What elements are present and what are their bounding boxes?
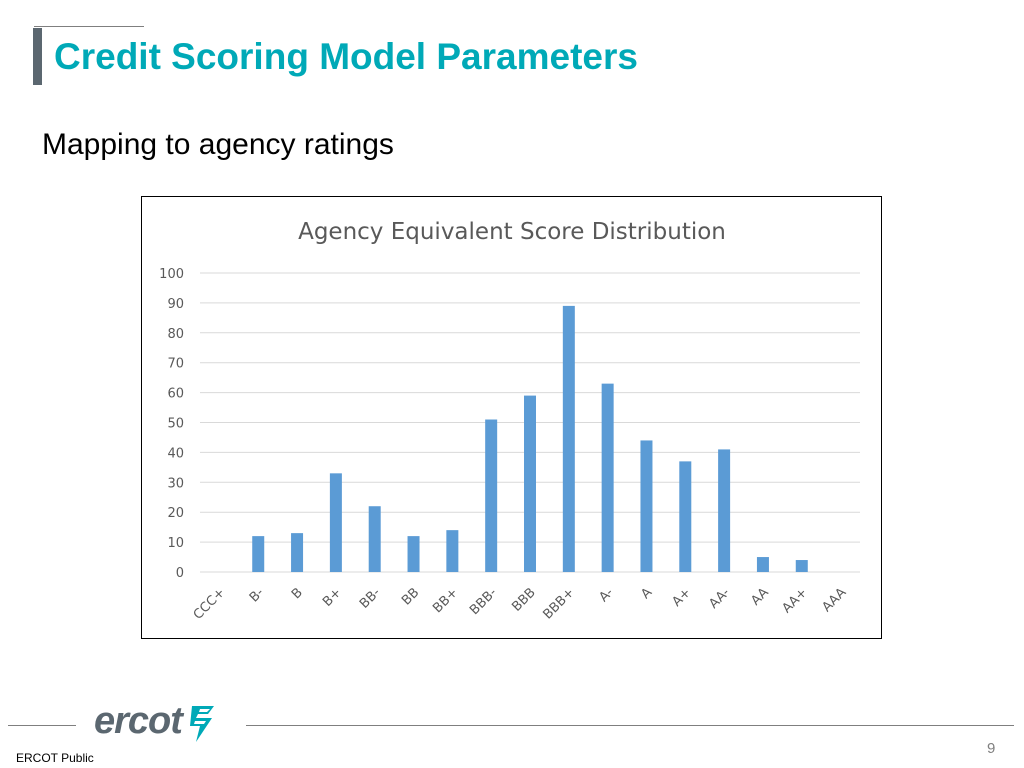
chart-frame: Agency Equivalent Score Distribution 0 10… [141, 196, 882, 639]
bar-AA+ [795, 560, 808, 572]
bar-B [291, 533, 304, 572]
bar-A+ [679, 461, 692, 572]
x-axis-ticks: CCC+ B- B B+ BB- BB BB+ BBB- BBB BBB+ A- A A+ AA- AA AA… [191, 585, 850, 623]
x-tick-label: AA- [706, 585, 733, 612]
bar-A [640, 440, 653, 572]
x-tick-label: B [289, 585, 306, 602]
x-tick-label: AA+ [779, 585, 810, 616]
bars [252, 305, 808, 572]
page-number: 9 [987, 740, 996, 757]
footer-rule-right [246, 725, 1014, 726]
x-tick-label: BB+ [430, 585, 461, 616]
bar-BBB [524, 395, 536, 572]
y-tick-label: 10 [167, 536, 184, 551]
y-tick-label: 20 [167, 506, 184, 521]
bar-chart: Agency Equivalent Score Distribution 0 10… [159, 219, 860, 623]
y-axis-ticks: 0 10 20 30 40 50 60 70 80 90 100 [159, 267, 184, 581]
logo-wordmark: ercot [94, 700, 183, 742]
bar-AA- [718, 449, 731, 572]
page-title: Credit Scoring Model Parameters [54, 36, 638, 77]
x-tick-label: BB [399, 585, 422, 608]
y-tick-label: 60 [167, 387, 184, 402]
footer-rule-left [8, 725, 76, 726]
y-tick-label: 90 [167, 297, 184, 312]
x-tick-label: BBB+ [540, 585, 577, 622]
x-tick-label: BB- [357, 585, 384, 612]
x-tick-label: CCC+ [191, 585, 229, 623]
x-tick-label: AAA [819, 585, 849, 615]
x-tick-label: B+ [320, 585, 345, 610]
bar-AA [756, 557, 769, 572]
footer-classification-label: ERCOT Public [16, 751, 94, 765]
y-tick-label: 70 [167, 357, 184, 372]
bar-BB- [368, 506, 381, 572]
slide-subtitle: Mapping to agency ratings [42, 128, 394, 161]
bar-BB [407, 536, 420, 572]
chart-title: Agency Equivalent Score Distribution [298, 219, 726, 245]
y-tick-label: 40 [167, 446, 184, 461]
y-tick-label: 0 [176, 566, 184, 581]
x-tick-label: BBB [509, 585, 539, 615]
title-rule [34, 26, 144, 27]
y-tick-label: 50 [167, 417, 184, 432]
y-tick-label: 30 [167, 476, 184, 491]
y-tick-label: 100 [159, 267, 184, 282]
x-tick-label: BBB- [467, 585, 500, 618]
x-tick-label: A+ [670, 585, 695, 610]
x-tick-label: A- [596, 585, 616, 605]
x-tick-label: AA [748, 585, 772, 609]
bar-BBB- [485, 419, 498, 572]
x-tick-label: A [638, 585, 655, 602]
bar-BB+ [446, 530, 459, 572]
x-tick-label: B- [247, 585, 267, 605]
bar-BBB+ [562, 305, 575, 572]
bar-A- [601, 383, 614, 572]
bar-B- [252, 536, 265, 572]
ercot-logo: ercot [94, 700, 214, 743]
title-accent-bar [33, 28, 42, 85]
lightning-bolt-icon [190, 706, 214, 742]
y-tick-label: 80 [167, 327, 184, 342]
bar-B+ [329, 473, 342, 572]
